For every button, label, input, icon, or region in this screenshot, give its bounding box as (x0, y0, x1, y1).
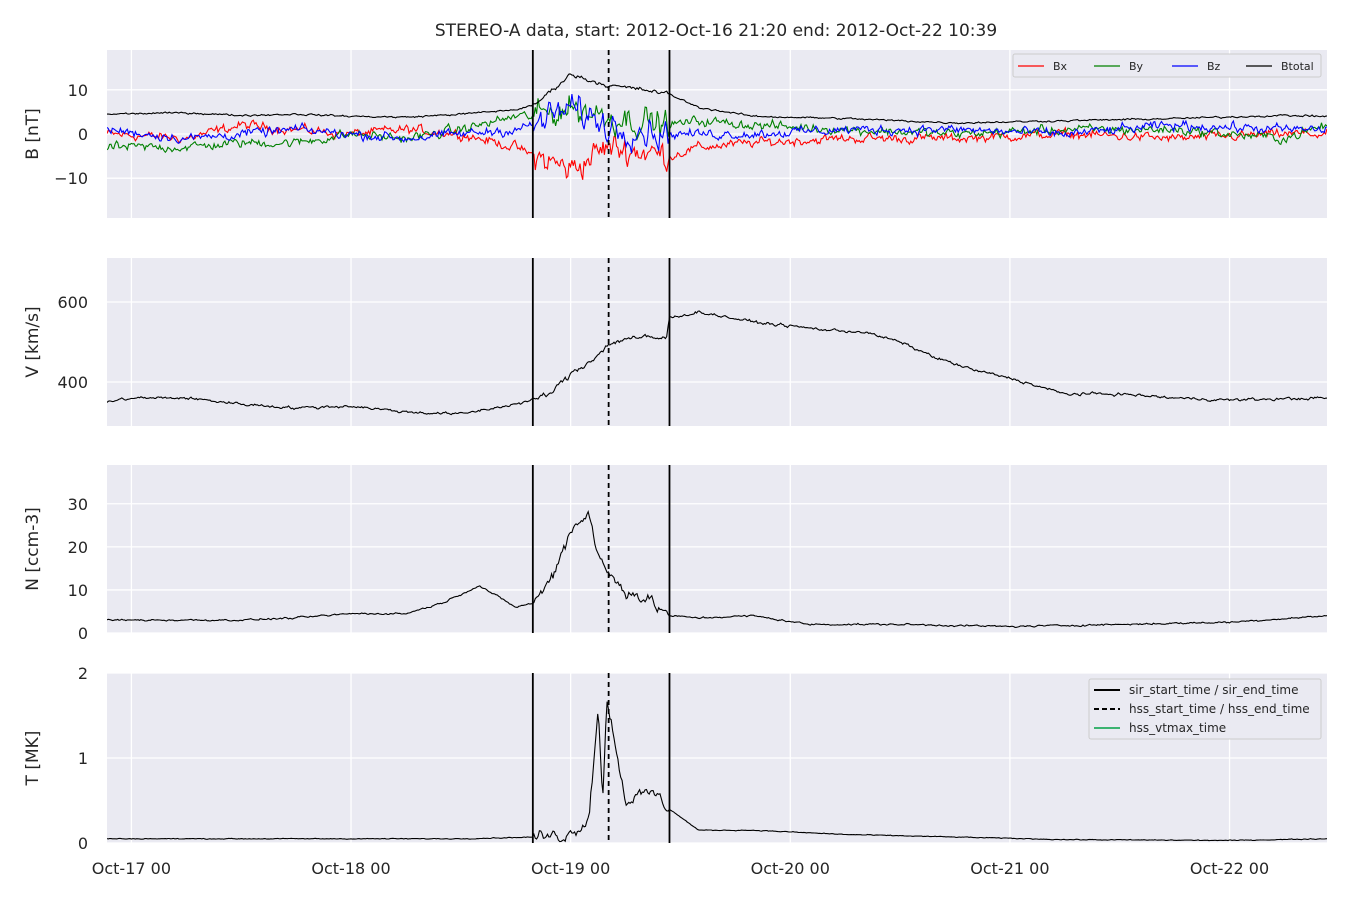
legend-label: By (1129, 60, 1144, 73)
y-tick-label: 10 (68, 581, 88, 600)
x-tick-label: Oct-22 00 (1190, 859, 1269, 878)
series-group (107, 701, 1327, 843)
y-tick-label: −10 (54, 169, 88, 188)
series-line-t (107, 701, 1327, 843)
panel-1: 10 0 −10 B [nT] Bx By Bz Btotal (23, 50, 1327, 218)
x-tick-label: Oct-17 00 (92, 859, 171, 878)
series-line-v (107, 310, 1327, 416)
y-tick-label: 0 (78, 624, 88, 643)
y-axis-label: V [km/s] (23, 306, 43, 377)
legend-label: sir_start_time / sir_end_time (1129, 683, 1299, 697)
series-group (107, 310, 1327, 416)
series-line-btotal (107, 73, 1327, 125)
y-axis-label: T [MK] (23, 731, 43, 787)
y-tick-label: 400 (57, 373, 88, 392)
y-tick-label: 1 (78, 749, 88, 768)
y-tick-label: 0 (78, 125, 88, 144)
panel-3: 30 20 10 0 N [ccm-3] (23, 465, 1327, 643)
legend-label: Btotal (1281, 60, 1314, 73)
x-tick-label: Oct-18 00 (311, 859, 390, 878)
y-axis-label: B [nT] (23, 108, 43, 160)
chart-title: STEREO-A data, start: 2012-Oct-16 21:20 … (435, 21, 997, 41)
series-group (107, 510, 1327, 628)
panel-2: 600 400 V [km/s] (23, 258, 1327, 426)
legend-box (1012, 53, 1322, 78)
legend-label: hss_start_time / hss_end_time (1129, 702, 1310, 716)
y-tick-label: 0 (78, 834, 88, 853)
x-tick-label: Oct-19 00 (531, 859, 610, 878)
y-tick-label: 10 (68, 81, 88, 100)
y-tick-label: 600 (57, 293, 88, 312)
series-line-bx (107, 119, 1327, 180)
series-line-by (107, 95, 1327, 154)
panel-background (107, 258, 1327, 426)
legend-label: Bx (1053, 60, 1068, 73)
legend-events: sir_start_time / sir_end_time hss_start_t… (1088, 678, 1322, 740)
legend-label: hss_vtmax_time (1129, 721, 1226, 735)
x-tick-label: Oct-21 00 (970, 859, 1049, 878)
y-tick-label: 30 (68, 495, 88, 514)
y-axis-label: N [ccm-3] (23, 507, 43, 591)
panel-4: 2 1 0 T [MK] sir_start_time / sir_end_timehs… (23, 664, 1327, 853)
series-line-n (107, 510, 1327, 628)
legend-box (1088, 678, 1322, 740)
y-tick-label: 2 (78, 664, 88, 683)
series-line-bz (107, 94, 1327, 154)
x-tick-labels: Oct-17 00 Oct-18 00 Oct-19 00 Oct-20 00 Oct-… (92, 859, 1269, 878)
legend-b: Bx By Bz Btotal (1012, 53, 1322, 78)
series-group (107, 73, 1327, 180)
panel-background (107, 465, 1327, 633)
legend-label: Bz (1207, 60, 1221, 73)
x-tick-label: Oct-20 00 (751, 859, 830, 878)
y-tick-label: 20 (68, 538, 88, 557)
